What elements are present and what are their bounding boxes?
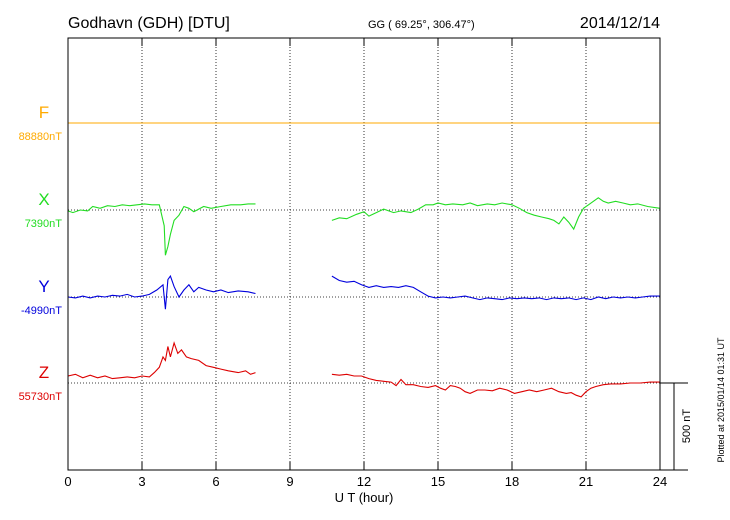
coordinates-label: GG ( 69.25°, 306.47°) (368, 19, 475, 31)
station-title: Godhavn (GDH) [DTU] (68, 15, 230, 32)
series-lines (67, 122, 661, 398)
series-baseline-y: -4990nT (21, 305, 62, 317)
series-name-x: X (38, 190, 49, 209)
series-name-f: F (39, 103, 49, 122)
scale-bar-label: 500 nT (681, 409, 693, 444)
series-baseline-z: 55730nT (19, 391, 63, 403)
series-x-segment-1 (67, 203, 256, 256)
x-axis-label: U T (hour) (335, 490, 394, 505)
series-y-segment-2 (331, 275, 660, 301)
series-baseline-f: 88880nT (19, 131, 63, 143)
x-axis-ticks: 0 3 6 9 12 15 18 21 24 (64, 38, 667, 489)
series-name-y: Y (38, 277, 49, 296)
x-tick-label-3: 3 (138, 474, 145, 489)
series-labels: F 88880nT X 7390nT Y -4990nT Z 55730nT (19, 103, 63, 403)
x-tick-label-0: 0 (64, 474, 71, 489)
plotted-timestamp: Plotted at 2015/01/14 01:31 UT (716, 337, 726, 463)
series-name-z: Z (39, 363, 49, 382)
scale-bar: 500 nT (660, 382, 693, 471)
series-baseline-x: 7390nT (25, 218, 63, 230)
x-tick-label-6: 6 (212, 474, 219, 489)
series-z-segment-2 (331, 373, 660, 398)
grid-lines (141, 38, 587, 470)
series-y-segment-1 (67, 274, 256, 310)
x-tick-label-15: 15 (431, 474, 445, 489)
x-tick-label-24: 24 (653, 474, 667, 489)
x-tick-label-9: 9 (286, 474, 293, 489)
series-z-segment-1 (67, 341, 256, 380)
x-tick-label-12: 12 (357, 474, 371, 489)
series-x-segment-2 (331, 197, 661, 231)
x-tick-label-18: 18 (505, 474, 519, 489)
x-tick-label-21: 21 (579, 474, 593, 489)
date-label: 2014/12/14 (580, 15, 660, 32)
